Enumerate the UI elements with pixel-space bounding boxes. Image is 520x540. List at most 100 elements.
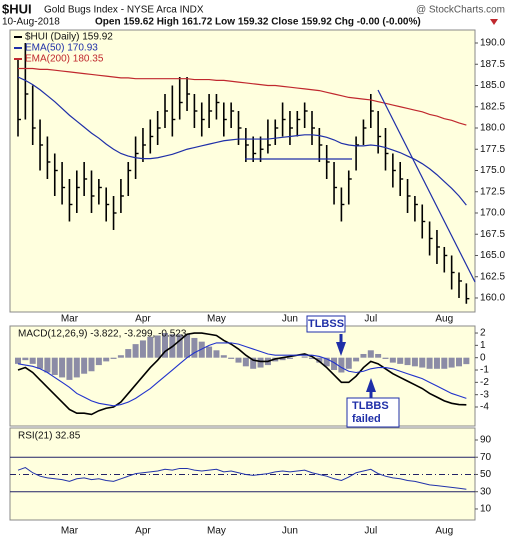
histogram-bar — [184, 334, 191, 358]
y-tick-label: 177.5 — [480, 144, 505, 155]
x-tick-label: Jul — [364, 314, 377, 325]
histogram-bar — [463, 357, 470, 365]
panel — [9, 29, 476, 313]
x-tick-label: May — [207, 314, 226, 325]
symbol: $HUI — [2, 1, 32, 16]
histogram-bar — [250, 357, 257, 369]
quote: Open 159.62 High 161.72 Low 159.32 Close… — [95, 17, 421, 28]
y-tick-label: 170.0 — [480, 208, 505, 219]
macd-line — [17, 342, 467, 407]
histogram-bar — [117, 355, 124, 358]
histogram-bar — [154, 335, 161, 358]
y-tick-label: 90 — [480, 435, 492, 446]
legend-label: $HUI (Daily) 159.92 — [25, 32, 113, 43]
histogram-bar — [15, 357, 21, 364]
ema-line — [17, 76, 467, 206]
annotation-box — [306, 315, 346, 333]
arrow-down — [336, 342, 346, 356]
histogram-bar — [426, 357, 433, 369]
legend-label: EMA(200) 180.35 — [25, 54, 104, 65]
x-tick-label: Mar — [61, 314, 79, 325]
histogram-bar — [66, 357, 73, 380]
y-tick-label: -2 — [480, 377, 489, 388]
x-tick-label: Aug — [435, 314, 453, 325]
macd-line — [17, 332, 467, 416]
histogram-bar — [206, 346, 213, 358]
y-tick-label: 167.5 — [480, 229, 505, 240]
histogram-bar — [242, 357, 249, 367]
annotation: TLBSS — [308, 318, 344, 330]
x-tick-label: Apr — [135, 526, 151, 537]
y-tick-label: 70 — [480, 452, 492, 463]
histogram-bar — [22, 357, 29, 361]
histogram-bar — [257, 357, 264, 368]
plot: 160.0 162.5 165.0 167.5 170.0 172.5 175.0 177.5… — [9, 29, 505, 537]
histogram-bar — [125, 349, 132, 358]
histogram-bar — [433, 357, 440, 369]
histogram-bar — [286, 357, 293, 359]
histogram-bar — [51, 357, 58, 375]
histogram-bar — [220, 355, 227, 358]
histogram-bar — [44, 357, 51, 373]
rsi-line — [17, 467, 467, 490]
histogram-bar — [323, 357, 330, 367]
histogram-bar — [411, 357, 418, 367]
histogram-bar — [139, 340, 146, 358]
histogram-bar — [353, 357, 360, 362]
annotation: TLBBS — [352, 400, 389, 412]
y-tick-label: 182.5 — [480, 101, 505, 112]
y-tick-label: 180.0 — [480, 123, 505, 134]
histogram-bar — [191, 337, 198, 358]
histogram-bar — [176, 334, 183, 358]
panel-label: RSI(21) 32.85 — [18, 431, 81, 442]
x-tick-label: May — [207, 526, 226, 537]
source: @ StockCharts.com — [416, 5, 505, 16]
y-tick-label: 2 — [480, 328, 486, 339]
histogram-bar — [404, 357, 411, 366]
histogram-bar — [345, 357, 352, 369]
histogram-bar — [162, 333, 168, 358]
index-name: Gold Bugs Index - NYSE Arca INDX — [44, 5, 204, 16]
histogram-bar — [279, 357, 286, 361]
x-tick-label: Aug — [435, 526, 453, 537]
histogram-bar — [73, 357, 80, 378]
histogram-bar — [382, 357, 389, 359]
histogram-bar — [316, 357, 323, 363]
x-tick-label: Jun — [282, 526, 298, 537]
ema-line — [18, 67, 467, 126]
y-tick-label: 162.5 — [480, 271, 505, 282]
y-tick-label: 1 — [480, 340, 486, 351]
x-tick-label: Mar — [61, 526, 79, 537]
histogram-bar — [331, 357, 338, 371]
y-tick-label: -4 — [480, 402, 489, 413]
histogram-bar — [301, 356, 308, 358]
histogram-bar — [59, 357, 66, 378]
histogram-bar — [441, 357, 448, 369]
histogram-bar — [419, 357, 426, 368]
y-tick-label: 10 — [480, 504, 492, 515]
y-tick-label: 187.5 — [480, 59, 505, 70]
histogram-bar — [448, 357, 455, 368]
annotation-box — [346, 397, 400, 428]
y-tick-label: 175.0 — [480, 165, 505, 176]
histogram-bar — [103, 357, 110, 362]
y-tick-label: 190.0 — [480, 38, 505, 49]
annotation: failed — [352, 413, 381, 425]
y-tick-label: 50 — [480, 469, 492, 480]
panel-label: MACD(12,26,9) -3.822, -3.299, -0.523 — [18, 329, 187, 340]
y-tick-label: 185.0 — [480, 80, 505, 91]
trend-line — [377, 89, 476, 283]
legend-label: EMA(50) 170.93 — [25, 43, 98, 54]
histogram-bar — [309, 357, 315, 359]
histogram-bar — [95, 357, 102, 366]
x-tick-label: Apr — [135, 314, 151, 325]
histogram-bar — [235, 357, 242, 363]
arrow-up — [366, 378, 376, 392]
histogram-bar — [147, 336, 154, 358]
y-tick-label: 172.5 — [480, 186, 505, 197]
y-tick-label: 165.0 — [480, 250, 505, 261]
histogram-bar — [360, 353, 367, 358]
histogram-bar — [132, 344, 139, 358]
histogram-bar — [110, 357, 117, 359]
histogram-bar — [367, 350, 374, 358]
